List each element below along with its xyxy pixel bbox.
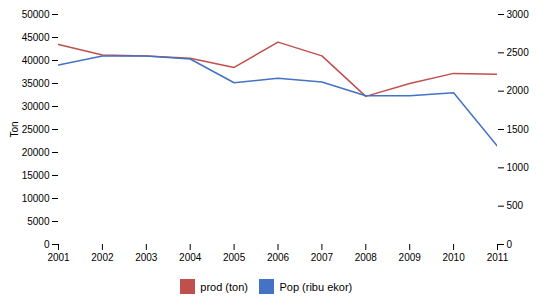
- svg-text:1000: 1000: [507, 162, 530, 173]
- svg-text:2001: 2001: [47, 252, 70, 263]
- svg-text:15000: 15000: [22, 170, 50, 181]
- svg-text:2007: 2007: [311, 252, 334, 263]
- svg-text:50000: 50000: [22, 9, 50, 20]
- svg-text:500: 500: [507, 200, 524, 211]
- svg-text:30000: 30000: [22, 101, 50, 112]
- svg-text:2002: 2002: [91, 252, 114, 263]
- svg-text:35000: 35000: [22, 78, 50, 89]
- svg-text:5000: 5000: [27, 216, 50, 227]
- svg-text:3000: 3000: [507, 9, 530, 20]
- svg-text:25000: 25000: [22, 124, 50, 135]
- svg-text:2009: 2009: [399, 252, 422, 263]
- svg-text:2010: 2010: [442, 252, 465, 263]
- svg-text:2003: 2003: [135, 252, 158, 263]
- svg-text:20000: 20000: [22, 147, 50, 158]
- svg-text:2008: 2008: [355, 252, 378, 263]
- svg-text:Ton: Ton: [9, 121, 20, 137]
- html-text:prod (ton): prod (ton): [200, 280, 248, 293]
- svg-text:2006: 2006: [267, 252, 290, 263]
- svg-text:2005: 2005: [223, 252, 246, 263]
- html-text:Pop (ribu ekor): Pop (ribu ekor): [279, 280, 353, 293]
- svg-text:0: 0: [44, 239, 50, 250]
- svg-text:2500: 2500: [507, 47, 530, 58]
- svg-text:2011: 2011: [487, 252, 509, 263]
- svg-text:1500: 1500: [507, 124, 530, 135]
- svg-text:45000: 45000: [22, 32, 50, 43]
- svg-text:40000: 40000: [22, 55, 50, 66]
- svg-text:2000: 2000: [507, 85, 530, 96]
- svg-text:0: 0: [507, 239, 513, 250]
- svg-text:2004: 2004: [179, 252, 202, 263]
- svg-text:10000: 10000: [22, 193, 50, 204]
